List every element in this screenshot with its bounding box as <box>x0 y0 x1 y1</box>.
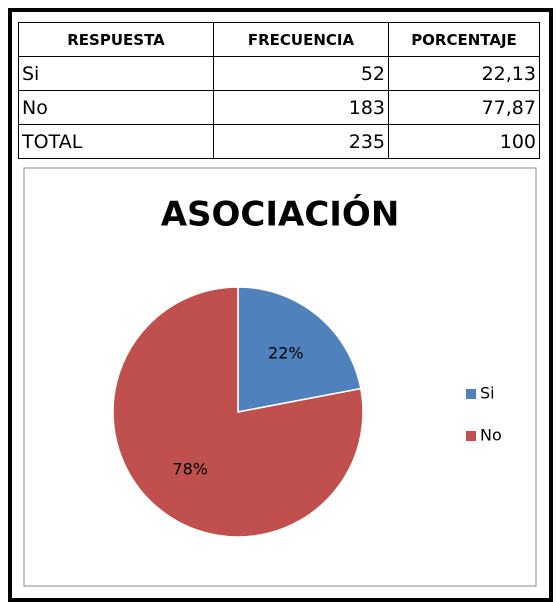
data-label: 22% <box>268 344 304 363</box>
header-cell: PORCENTAJE <box>388 22 540 57</box>
cell: 77,87 <box>388 90 540 125</box>
cell: 100 <box>388 124 540 159</box>
legend-label: No <box>480 426 502 445</box>
data-table: RESPUESTA FRECUENCIA PORCENTAJE Si 52 22… <box>18 22 540 159</box>
cell: 22,13 <box>388 56 540 91</box>
cell: TOTAL <box>18 124 214 159</box>
pie-slice <box>237 286 362 413</box>
legend-swatch <box>466 431 476 441</box>
pie-slice <box>112 286 364 538</box>
cell: 235 <box>213 124 389 159</box>
legend-label: Si <box>480 384 495 403</box>
legend-swatch <box>466 389 476 399</box>
data-label: 78% <box>172 459 208 478</box>
chart-title: ASOCIACIÓN <box>161 194 400 235</box>
